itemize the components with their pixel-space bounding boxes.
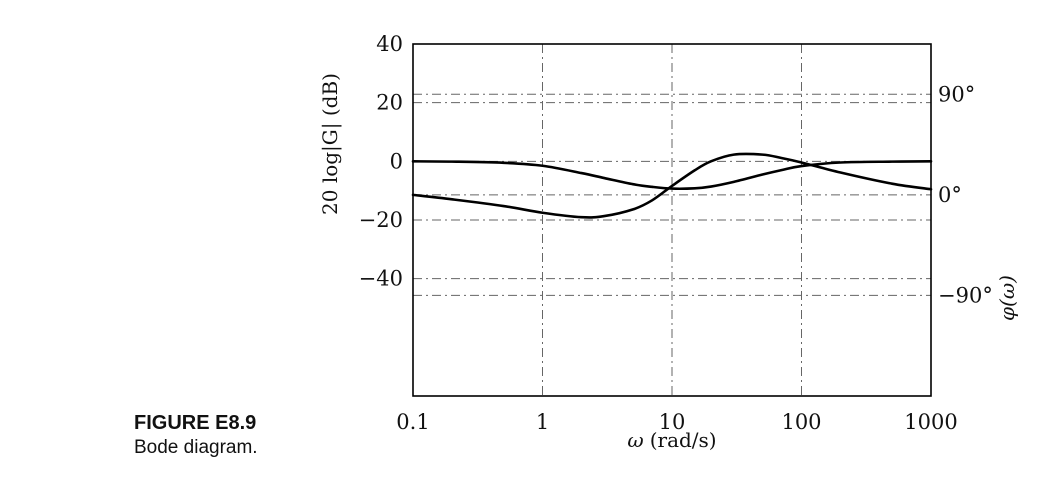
figure-label: FIGURE E8.9: [134, 412, 257, 434]
grid-lines: [413, 44, 931, 396]
y-axis-title-right: φ(ω): [995, 275, 1019, 321]
x-axis-title: ω (rad/s): [627, 428, 716, 452]
plot-frame: [412, 43, 932, 397]
y-axis-title-left: 20 log|G| (dB): [318, 73, 343, 215]
x-tick-label: 0.1: [396, 410, 429, 434]
y-tick-label-right: 90°: [938, 82, 975, 106]
magnitude-curve: [411, 160, 933, 191]
y-tick-label-left: 0: [390, 149, 403, 173]
y-tick-label-left: 20: [376, 91, 403, 115]
x-axis-symbol: ω: [627, 428, 643, 452]
x-tick-label: 100: [781, 410, 821, 434]
x-axis-unit: (rad/s): [650, 428, 717, 452]
y-tick-label-right: −90°: [938, 283, 993, 307]
series-curves: [411, 152, 933, 219]
phase-curve: [411, 152, 933, 219]
y-tick-label-left: −40: [359, 267, 403, 291]
x-tick-label: 10: [659, 410, 686, 434]
y-tick-label-left: −20: [359, 208, 403, 232]
x-tick-label: 1: [536, 410, 549, 434]
x-tick-label: 1000: [904, 410, 957, 434]
y-tick-label-right: 0°: [938, 183, 962, 207]
tick-labels: 0.1 1 10 100 1000 40 20 0 −20 −40 90° 0° −90°: [359, 32, 993, 434]
y-tick-label-left: 40: [376, 32, 403, 56]
figure-caption: Bode diagram.: [134, 437, 258, 458]
